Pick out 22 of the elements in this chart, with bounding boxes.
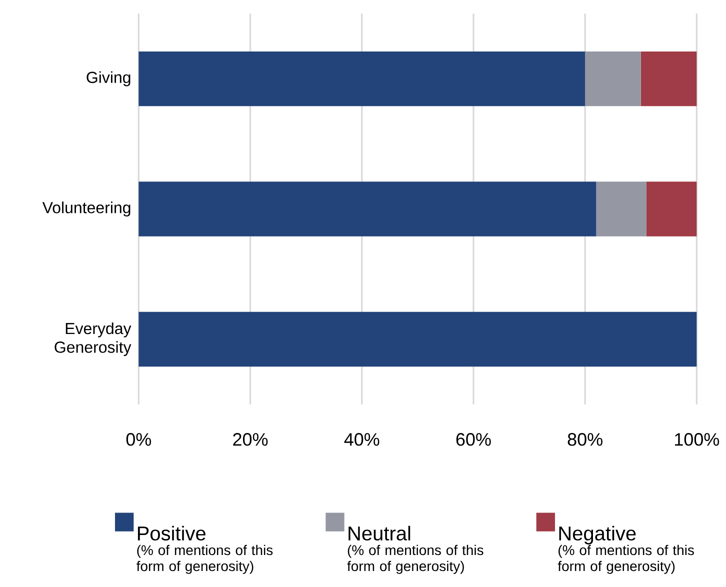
bar xyxy=(138,182,596,236)
bar xyxy=(640,51,697,106)
bar xyxy=(585,51,641,106)
text: (% of mentions of this form of generosity) xyxy=(347,544,484,574)
legend-label: Neutral xyxy=(348,526,410,541)
x-tick-label: 0% xyxy=(126,433,152,446)
text: (% of mentions of this form of generosity) xyxy=(136,544,273,574)
y-tick-label: Volunteering xyxy=(42,202,130,216)
y-tick-label: Giving xyxy=(86,71,130,86)
x-tick-label: 80% xyxy=(568,433,602,446)
bar xyxy=(138,51,586,106)
x-tick-label: 20% xyxy=(233,433,268,446)
bar xyxy=(138,312,697,367)
legend-label: Negative xyxy=(559,526,636,544)
x-tick-label: 60% xyxy=(456,433,491,446)
bar xyxy=(646,182,697,236)
x-tick-label: 40% xyxy=(344,433,380,446)
legend-label: Positive xyxy=(138,526,206,541)
bar xyxy=(596,182,646,236)
text: (% of mentions of this form of generosity) xyxy=(558,544,694,574)
x-tick-label: 100% xyxy=(675,433,720,446)
y-tick-label: Everyday Generosity xyxy=(54,322,132,356)
